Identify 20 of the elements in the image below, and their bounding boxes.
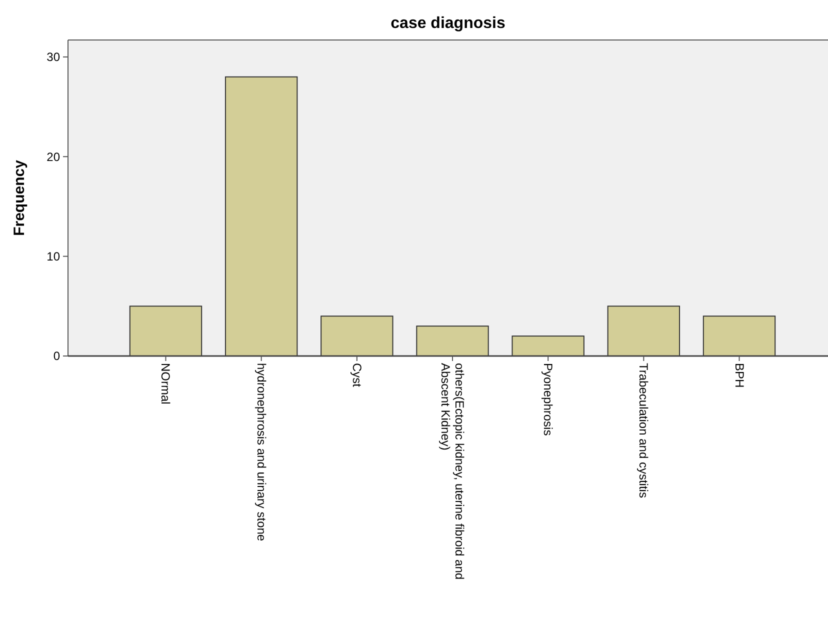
y-axis-title: Frequency [11, 159, 28, 236]
bar [607, 306, 680, 356]
y-tick-label: 0 [53, 349, 60, 364]
x-tick-label: BPH [732, 363, 746, 388]
chart-title: case diagnosis [390, 15, 506, 32]
bar [224, 76, 298, 356]
x-tick-label: NOrmal [158, 363, 173, 404]
bar [320, 316, 394, 356]
bar [416, 326, 489, 356]
y-tick-label: 10 [46, 250, 60, 264]
x-tick-label: Trabeculation and cystitis [636, 363, 651, 498]
y-tick-label: 30 [46, 50, 60, 64]
x-tick-label: Pyonephrosis [541, 363, 556, 436]
x-tick-label: hydronephrosis and urinary stone [254, 363, 268, 542]
bar [702, 316, 776, 356]
bar [512, 336, 584, 356]
bar [129, 306, 202, 356]
x-tick-label: others(Ectopic kidney, uterine fibroid and Abscent Kidney) [438, 363, 466, 580]
y-tick-label: 20 [46, 150, 60, 164]
x-tick-label: Cyst [350, 363, 364, 388]
